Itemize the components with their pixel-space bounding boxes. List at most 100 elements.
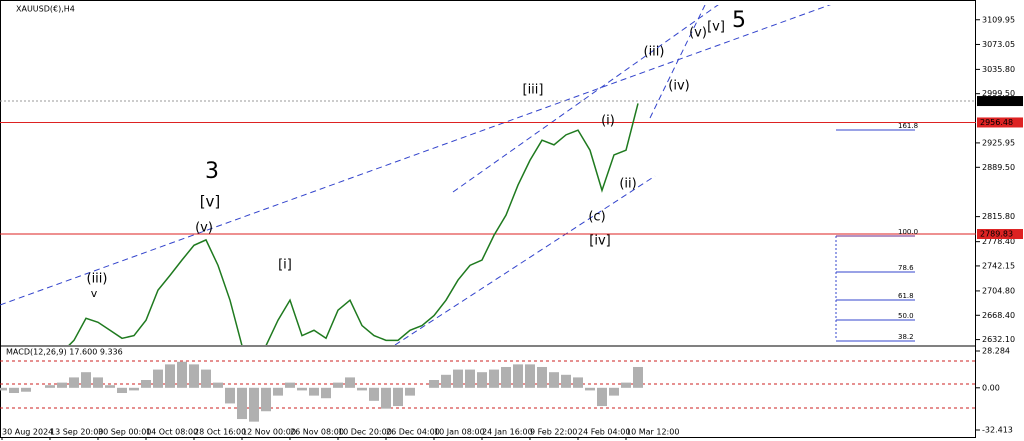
macd-bar <box>213 382 223 388</box>
macd-bar <box>129 387 139 391</box>
x-tick-label: 24 Feb 04:00 <box>578 428 630 437</box>
y-tick-label: 3109.95 <box>982 15 1015 24</box>
wave-label: [i] <box>278 258 292 273</box>
wave-label: (v) <box>689 26 707 41</box>
macd-bar <box>21 387 31 392</box>
macd-bar <box>105 385 115 388</box>
x-tick-label: 26 Dec 04:00 <box>386 428 440 437</box>
x-tick-label: 10 Dec 20:00 <box>338 428 392 437</box>
wave-label: (v) <box>195 221 213 236</box>
frame <box>0 0 976 438</box>
macd-bar <box>441 374 451 388</box>
price-box <box>977 117 1023 128</box>
x-tick-label: 9 Feb 22:00 <box>530 428 577 437</box>
macd-bar <box>225 387 235 404</box>
macd-label: MACD(12,26,9) 17.600 9.336 <box>6 348 123 357</box>
macd-bar <box>153 369 163 388</box>
x-tick-label: 30 Aug 2024 <box>2 428 53 437</box>
macd-bar <box>477 372 487 388</box>
trendline <box>452 5 719 193</box>
macd-bar <box>81 372 91 388</box>
macd-bar <box>9 387 19 394</box>
macd-bar <box>57 382 67 388</box>
macd-bar <box>45 385 55 388</box>
wave-label: (iii) <box>644 45 665 60</box>
wave-label: v <box>91 287 98 300</box>
trendlines <box>0 5 831 345</box>
x-tick-label: 10 Mar 12:00 <box>626 428 679 437</box>
macd-bar <box>0 387 7 391</box>
macd-bar <box>117 387 127 394</box>
macd-bar <box>321 387 331 399</box>
macd-tick-label: -32.413 <box>982 426 1013 435</box>
wave-label: (c) <box>588 210 605 225</box>
macd-bar <box>453 369 463 388</box>
trendline <box>0 5 831 306</box>
trendline <box>394 175 656 345</box>
wave-label: (iii) <box>87 272 108 287</box>
macd-bar <box>585 387 595 391</box>
macd-bar <box>561 374 571 388</box>
macd-bar <box>93 377 103 388</box>
macd-bar <box>249 387 259 422</box>
macd-bar <box>633 366 643 388</box>
price-label: 2956.48 <box>980 118 1013 127</box>
plot-area <box>68 103 639 345</box>
fib-label: 161.8 <box>898 122 918 130</box>
macd-tick-label: 28.284 <box>982 347 1010 356</box>
fib-label: 38.2 <box>898 333 914 341</box>
macd-bar <box>177 361 187 388</box>
x-tick-label: 12 Nov 00:00 <box>242 428 296 437</box>
macd-bar <box>369 387 379 401</box>
y-tick-label: 2742.15 <box>982 261 1015 270</box>
x-tick-label: 28 Oct 16:00 <box>194 428 246 437</box>
macd-bar <box>597 387 607 407</box>
y-tick-label: 2632.10 <box>982 335 1015 344</box>
price-label: 2789.83 <box>980 230 1013 239</box>
wave-label: [v] <box>707 20 725 35</box>
chart-title: XAUUSD(€),H4 <box>16 5 75 14</box>
price-box <box>977 96 1023 107</box>
macd-bar <box>141 380 151 388</box>
macd-bar <box>201 369 211 388</box>
macd-bar <box>273 387 283 396</box>
macd-bar <box>261 387 271 412</box>
y-tick-label: 3035.80 <box>982 65 1015 74</box>
trendline <box>649 5 706 119</box>
macd-bar <box>165 364 175 388</box>
macd-bar <box>189 364 199 388</box>
macd-tick-label: 0.00 <box>982 383 1000 392</box>
y-tick-label: 2704.80 <box>982 286 1015 295</box>
wave-label: (i) <box>601 114 615 129</box>
y-tick-label: 2925.95 <box>982 138 1015 147</box>
macd-bar <box>609 387 619 396</box>
macd-bar <box>357 387 367 391</box>
macd-bar <box>501 366 511 388</box>
macd-bar <box>429 380 439 388</box>
price-line-series <box>68 103 639 345</box>
y-tick-label: 2999.50 <box>982 89 1015 98</box>
macd-bar <box>285 382 295 388</box>
macd-bar <box>621 382 631 388</box>
wave-label: [iv] <box>589 234 610 249</box>
wave-label: [v] <box>200 193 221 211</box>
macd-bar <box>309 387 319 396</box>
y-tick-label: 2815.80 <box>982 212 1015 221</box>
macd-bar <box>297 387 307 391</box>
wave-label: (ii) <box>619 177 636 192</box>
wave-label: 3 <box>205 159 219 184</box>
x-tick-label: 14 Oct 08:00 <box>146 428 198 437</box>
x-tick-label: 24 Jan 16:00 <box>482 428 533 437</box>
x-tick-label: 10 Jan 08:00 <box>434 428 485 437</box>
macd-bar <box>69 377 79 388</box>
wave-label: [iii] <box>523 83 544 98</box>
wave-label: 5 <box>732 8 746 33</box>
wave-label: (iv) <box>668 79 689 94</box>
x-tick-label: 30 Sep 00:00 <box>98 428 151 437</box>
y-tick-label: 2889.50 <box>982 163 1015 172</box>
macd-bar <box>333 382 343 388</box>
x-tick-label: 13 Sep 20:00 <box>50 428 103 437</box>
macd-bar <box>405 387 415 396</box>
macd-bar <box>393 387 403 407</box>
